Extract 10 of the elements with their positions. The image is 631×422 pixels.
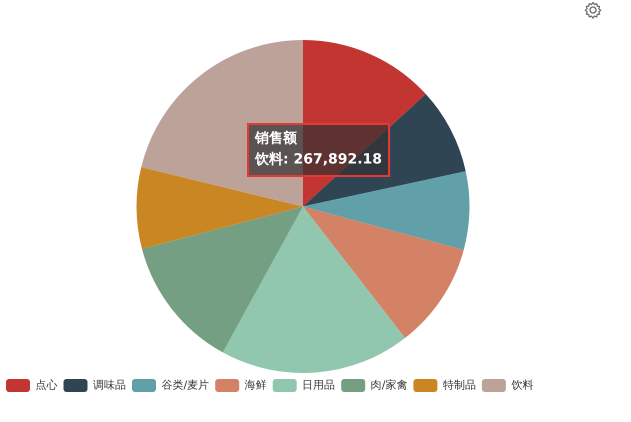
text: 销售额: [254, 130, 298, 147]
legend-label: 调味品: [93, 378, 126, 392]
legend-label: 点心: [36, 378, 58, 392]
legend-label: 肉/家禽: [370, 378, 408, 392]
legend-label: 谷类/麦片: [162, 378, 210, 392]
legend-label: 特制品: [442, 378, 476, 392]
legend-label: 日用品: [302, 378, 336, 392]
legend-label: 海鲜: [244, 378, 267, 392]
legend-label: 饮料: [510, 378, 534, 392]
text: 饮料: 267,892.18: [254, 152, 382, 168]
